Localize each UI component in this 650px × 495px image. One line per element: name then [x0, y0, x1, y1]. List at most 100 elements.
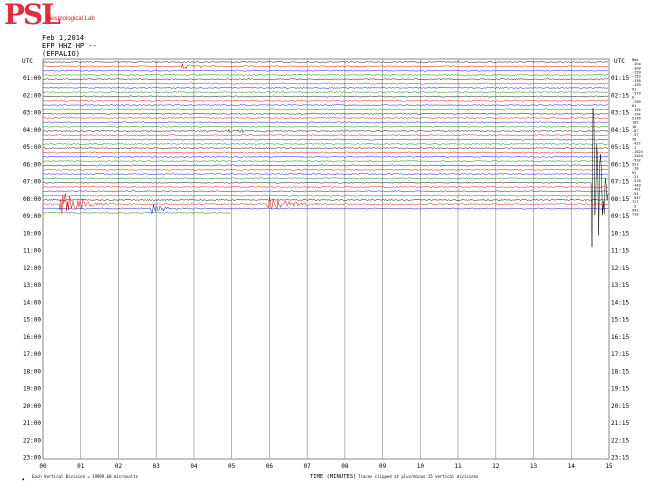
x-axis-label: TIME (MINUTES)	[310, 474, 356, 480]
trace-value: 76	[632, 137, 636, 141]
right-hour-label: 03:15	[611, 110, 629, 117]
left-hour-label: 16:00	[23, 334, 41, 341]
seismic-trace	[42, 104, 609, 107]
seismic-trace	[42, 204, 609, 214]
x-tick-label: 09	[379, 463, 387, 470]
left-hour-label: 17:00	[23, 351, 41, 358]
seismic-trace	[42, 128, 609, 134]
station-channel: EFP HHZ HP --	[42, 42, 97, 50]
record-date: Feb 1,2014	[42, 34, 85, 42]
right-hour-label: 04:15	[611, 127, 629, 134]
seismic-trace	[42, 142, 609, 145]
right-hour-label: 21:15	[611, 420, 629, 427]
seismic-trace	[42, 82, 609, 85]
right-hour-label: 18:15	[611, 368, 629, 375]
x-tick-label: 03	[153, 463, 161, 470]
left-hour-label: 15:00	[23, 317, 41, 324]
trace-value: -1024	[632, 150, 643, 154]
trace-value: -10	[632, 167, 639, 171]
trace-value: -1m9	[632, 66, 641, 70]
trace-value: 727	[632, 200, 639, 204]
seismic-trace	[42, 99, 609, 102]
left-hour-label: 03:00	[23, 110, 41, 117]
station-network: (EFPALIO)	[42, 50, 80, 58]
trace-value: -947	[632, 196, 641, 200]
seismic-trace	[42, 60, 609, 64]
trace-value: -1	[632, 146, 636, 150]
right-timezone-label: UTC	[614, 58, 625, 65]
trace-value: -1no	[632, 62, 641, 66]
x-tick-label: 07	[304, 463, 312, 470]
minute-gridlines	[42, 59, 610, 459]
trace-value: -21	[632, 175, 639, 179]
trace-value: 0	[632, 96, 634, 100]
seismic-trace	[42, 211, 231, 214]
seismic-trace	[42, 168, 609, 171]
seismic-trace	[42, 193, 609, 214]
x-tick-label: 13	[530, 463, 538, 470]
right-hour-label: 23:15	[611, 455, 629, 462]
seismic-trace	[42, 151, 609, 154]
left-hour-label: 02:00	[23, 92, 41, 99]
trace-value: 61	[632, 104, 636, 108]
psl-logo-text: PSL	[4, 0, 61, 31]
trace-value: -449	[632, 183, 641, 187]
scale-marker: ▲	[22, 476, 25, 481]
trace-value: 16	[632, 125, 636, 129]
left-hour-label: 10:00	[23, 230, 41, 237]
left-hour-label: 20:00	[23, 403, 41, 410]
right-hour-label: 11:15	[611, 248, 629, 255]
trace-value: -491	[632, 188, 641, 192]
seismic-trace	[42, 147, 609, 150]
left-hour-label: 06:00	[23, 161, 41, 168]
left-hour-labels: 01:00 02:00 03:00 04:00 05:00 06:00 07:00 08:00…	[23, 75, 41, 462]
right-hour-label: 05:15	[611, 144, 629, 151]
x-tick-label: 02	[115, 463, 123, 470]
seismic-trace	[42, 160, 609, 163]
trace-value: -87	[632, 129, 639, 133]
right-hour-label: 13:15	[611, 282, 629, 289]
trace-value: -136	[632, 79, 641, 83]
seismic-trace	[42, 63, 609, 70]
x-tick-label: 15	[605, 463, 613, 470]
left-hour-label: 04:00	[23, 127, 41, 134]
left-hour-label: 12:00	[23, 265, 41, 272]
x-tick-label: 04	[190, 463, 198, 470]
left-hour-label: 21:00	[23, 420, 41, 427]
left-hour-label: 05:00	[23, 144, 41, 151]
left-hour-label: 19:00	[23, 386, 41, 393]
x-tick-label: 05	[228, 463, 236, 470]
trace-value: 91	[632, 171, 636, 175]
psl-logo-subtitle: Seismological Lab	[46, 16, 95, 22]
seismic-trace	[42, 73, 609, 76]
seismic-trace	[42, 108, 609, 111]
left-hour-label: 11:00	[23, 248, 41, 255]
seismic-trace	[42, 190, 609, 193]
x-tick-label: 11	[454, 463, 462, 470]
right-hour-label: 10:15	[611, 230, 629, 237]
trace-value: -159	[632, 71, 641, 75]
seismic-trace	[42, 134, 609, 137]
trace-value: -5	[632, 204, 636, 208]
right-trace-values: Rms-1no-1m9-159-159-136-15991-5790-70961…	[632, 58, 643, 217]
trace-value: 5146	[632, 117, 641, 121]
trace-value: -376	[632, 179, 641, 183]
seismic-traces	[42, 60, 609, 248]
trace-value: -1024	[632, 154, 643, 158]
trace-value: -427	[632, 142, 641, 146]
right-hour-label: 14:15	[611, 299, 629, 306]
vertical-division-note: Each Vertical Division = 19999.60 microv…	[32, 474, 139, 479]
right-hour-label: 20:15	[611, 403, 629, 410]
x-tick-label: 06	[266, 463, 274, 470]
trace-value: -579	[632, 91, 641, 95]
psl-logo: PSL Seismological Lab	[4, 0, 124, 31]
seismic-trace	[42, 194, 609, 197]
right-hour-label: 07:15	[611, 179, 629, 186]
right-hour-label: 02:15	[611, 92, 629, 99]
right-hour-label: 17:15	[611, 351, 629, 358]
seismic-trace	[42, 95, 609, 98]
left-hour-label: 07:00	[23, 179, 41, 186]
right-hour-label: 09:15	[611, 213, 629, 220]
right-hour-label: 08:15	[611, 196, 629, 203]
right-hour-label: 19:15	[611, 386, 629, 393]
